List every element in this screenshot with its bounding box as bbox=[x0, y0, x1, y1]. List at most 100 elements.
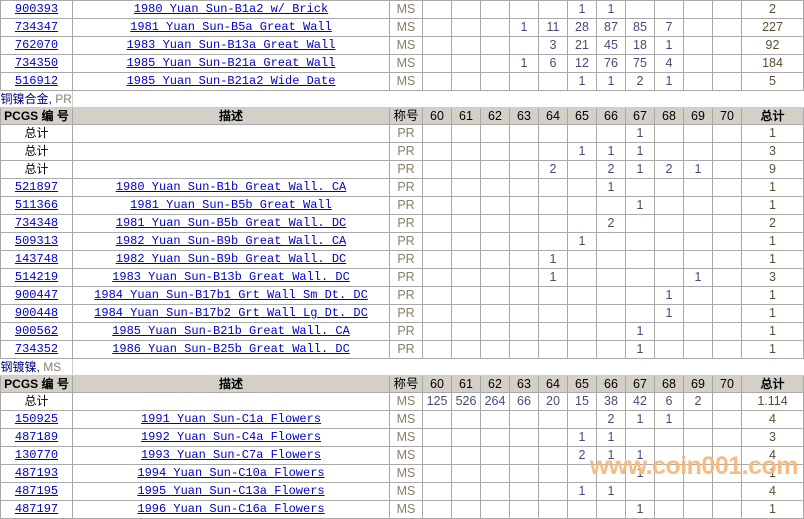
pcgs-number-cell[interactable]: 511366 bbox=[0, 196, 73, 215]
grade-count-68 bbox=[654, 464, 684, 483]
grade-count-67: 1 bbox=[625, 340, 655, 359]
column-header-description[interactable]: 描述 bbox=[72, 107, 390, 125]
grade-count-62 bbox=[480, 36, 510, 55]
pcgs-number-cell[interactable]: 487195 bbox=[0, 482, 73, 501]
column-header-grade-62[interactable]: 62 bbox=[480, 375, 510, 393]
pcgs-number-cell[interactable]: 521897 bbox=[0, 178, 73, 197]
table-row: 900562 1985 Yuan Sun-B21b Great Wall. CA P… bbox=[0, 322, 804, 341]
table-row: 511366 1981 Yuan Sun-B5b Great Wall PR 1 1 bbox=[0, 196, 804, 215]
description-cell[interactable]: 1995 Yuan Sun-C13a Flowers bbox=[72, 482, 390, 501]
description-cell[interactable]: 1982 Yuan Sun-B9b Great Wall. CA bbox=[72, 232, 390, 251]
table-row: 734350 1985 Yuan Sun-B21a Great Wall MS 1 6 1… bbox=[0, 54, 804, 73]
pcgs-number-cell[interactable]: 900562 bbox=[0, 322, 73, 341]
grade-count-65 bbox=[567, 500, 597, 519]
pcgs-number-cell[interactable]: 514219 bbox=[0, 268, 73, 287]
grade-count-69 bbox=[683, 286, 713, 305]
description-cell[interactable]: 1980 Yuan Sun-B1a2 w/ Brick bbox=[72, 0, 390, 19]
column-header-grade-63[interactable]: 63 bbox=[509, 107, 539, 125]
description-cell[interactable]: 1996 Yuan Sun-C16a Flowers bbox=[72, 500, 390, 519]
pcgs-number-cell[interactable]: 150925 bbox=[0, 410, 73, 429]
description-cell[interactable]: 1992 Yuan Sun-C4a Flowers bbox=[72, 428, 390, 447]
column-header-grade-69[interactable]: 69 bbox=[683, 107, 713, 125]
column-header-grade-66[interactable]: 66 bbox=[596, 107, 626, 125]
description-cell[interactable]: 1985 Yuan Sun-B21a Great Wall bbox=[72, 54, 390, 73]
pcgs-number-cell[interactable]: 900447 bbox=[0, 286, 73, 305]
column-header-total[interactable]: 总计 bbox=[741, 375, 804, 393]
grade-count-70 bbox=[712, 410, 742, 429]
grade-count-67: 18 bbox=[625, 36, 655, 55]
description-cell[interactable]: 1985 Yuan Sun-B21a2 Wide Date bbox=[72, 72, 390, 91]
pcgs-number-cell[interactable]: 900393 bbox=[0, 0, 73, 19]
pcgs-number-cell[interactable]: 762070 bbox=[0, 36, 73, 55]
description-cell[interactable]: 1981 Yuan Sun-B5a Great Wall bbox=[72, 18, 390, 37]
grade-count-70 bbox=[712, 268, 742, 287]
description-cell[interactable]: 1983 Yuan Sun-B13b Great Wall. DC bbox=[72, 268, 390, 287]
column-header-grade-60[interactable]: 60 bbox=[422, 375, 452, 393]
pcgs-number-cell[interactable]: 487189 bbox=[0, 428, 73, 447]
description-cell[interactable]: 1980 Yuan Sun-B1b Great Wall. CA bbox=[72, 178, 390, 197]
description-cell[interactable]: 1983 Yuan Sun-B13a Great Wall bbox=[72, 36, 390, 55]
pcgs-number-cell[interactable]: 143748 bbox=[0, 250, 73, 269]
description-cell[interactable]: 1985 Yuan Sun-B21b Great Wall. CA bbox=[72, 322, 390, 341]
grade-count-68: 1 bbox=[654, 304, 684, 323]
description-cell[interactable]: 1986 Yuan Sun-B25b Great Wall. DC bbox=[72, 340, 390, 359]
column-header-grade-67[interactable]: 67 bbox=[625, 107, 655, 125]
description-cell[interactable]: 1984 Yuan Sun-B17b1 Grt Wall Sm Dt. DC bbox=[72, 286, 390, 305]
grade-count-67 bbox=[625, 428, 655, 447]
grade-count-64: 20 bbox=[538, 392, 568, 411]
description-cell[interactable]: 1981 Yuan Sun-B5b Great Wall bbox=[72, 196, 390, 215]
description-cell[interactable]: 1981 Yuan Sun-B5b Great Wall. DC bbox=[72, 214, 390, 233]
column-header-pcgs[interactable]: PCGS 编 号 bbox=[0, 375, 73, 393]
pcgs-number-cell[interactable]: 516912 bbox=[0, 72, 73, 91]
grade-count-70 bbox=[712, 250, 742, 269]
column-header-total[interactable]: 总计 bbox=[741, 107, 804, 125]
column-header-grade-61[interactable]: 61 bbox=[451, 375, 481, 393]
column-header-grade-61[interactable]: 61 bbox=[451, 107, 481, 125]
pcgs-number-cell[interactable]: 487193 bbox=[0, 464, 73, 483]
column-header-grade-70[interactable]: 70 bbox=[712, 375, 742, 393]
table-row: 487197 1996 Yuan Sun-C16a Flowers MS 1 1 bbox=[0, 500, 804, 519]
grade-count-70 bbox=[712, 124, 742, 143]
column-header-grade-65[interactable]: 65 bbox=[567, 107, 597, 125]
column-header-grade[interactable]: 称号 bbox=[389, 375, 423, 393]
column-header-pcgs[interactable]: PCGS 编 号 bbox=[0, 107, 73, 125]
column-header-grade[interactable]: 称号 bbox=[389, 107, 423, 125]
description-cell[interactable]: 1982 Yuan Sun-B9b Great Wall. DC bbox=[72, 250, 390, 269]
pcgs-number-cell[interactable]: 509313 bbox=[0, 232, 73, 251]
column-header-grade-66[interactable]: 66 bbox=[596, 375, 626, 393]
column-header-grade-64[interactable]: 64 bbox=[538, 375, 568, 393]
pcgs-number-cell[interactable]: 734347 bbox=[0, 18, 73, 37]
grade-count-63 bbox=[509, 0, 539, 19]
grade-count-64 bbox=[538, 446, 568, 465]
column-header-description[interactable]: 描述 bbox=[72, 375, 390, 393]
column-header-grade-68[interactable]: 68 bbox=[654, 107, 684, 125]
table-row: 516912 1985 Yuan Sun-B21a2 Wide Date MS 1 1 2… bbox=[0, 72, 804, 91]
pcgs-number-cell[interactable]: 130770 bbox=[0, 446, 73, 465]
pcgs-number-cell[interactable]: 734350 bbox=[0, 54, 73, 73]
description-cell[interactable]: 1991 Yuan Sun-C1a Flowers bbox=[72, 410, 390, 429]
column-header-grade-64[interactable]: 64 bbox=[538, 107, 568, 125]
column-header-grade-62[interactable]: 62 bbox=[480, 107, 510, 125]
pcgs-number-cell[interactable]: 900448 bbox=[0, 304, 73, 323]
column-header-grade-60[interactable]: 60 bbox=[422, 107, 452, 125]
row-total-cell: 2 bbox=[741, 0, 804, 19]
grade-count-60 bbox=[422, 464, 452, 483]
table-row: 900393 1980 Yuan Sun-B1a2 w/ Brick MS 1 1 2 bbox=[0, 0, 804, 19]
column-header-grade-68[interactable]: 68 bbox=[654, 375, 684, 393]
column-header-grade-65[interactable]: 65 bbox=[567, 375, 597, 393]
grade-count-65 bbox=[567, 286, 597, 305]
description-cell[interactable]: 1993 Yuan Sun-C7a Flowers bbox=[72, 446, 390, 465]
table-row: 143748 1982 Yuan Sun-B9b Great Wall. DC PR… bbox=[0, 250, 804, 269]
grade-count-60 bbox=[422, 142, 452, 161]
column-header-grade-67[interactable]: 67 bbox=[625, 375, 655, 393]
column-header-grade-70[interactable]: 70 bbox=[712, 107, 742, 125]
grade-count-63 bbox=[509, 250, 539, 269]
column-header-grade-63[interactable]: 63 bbox=[509, 375, 539, 393]
column-header-grade-69[interactable]: 69 bbox=[683, 375, 713, 393]
pcgs-number-cell[interactable]: 734348 bbox=[0, 214, 73, 233]
grade-count-68 bbox=[654, 232, 684, 251]
description-cell[interactable]: 1984 Yuan Sun-B17b2 Grt Wall Lg Dt. DC bbox=[72, 304, 390, 323]
description-cell[interactable]: 1994 Yuan Sun-C10a Flowers bbox=[72, 464, 390, 483]
pcgs-number-cell[interactable]: 487197 bbox=[0, 500, 73, 519]
pcgs-number-cell[interactable]: 734352 bbox=[0, 340, 73, 359]
